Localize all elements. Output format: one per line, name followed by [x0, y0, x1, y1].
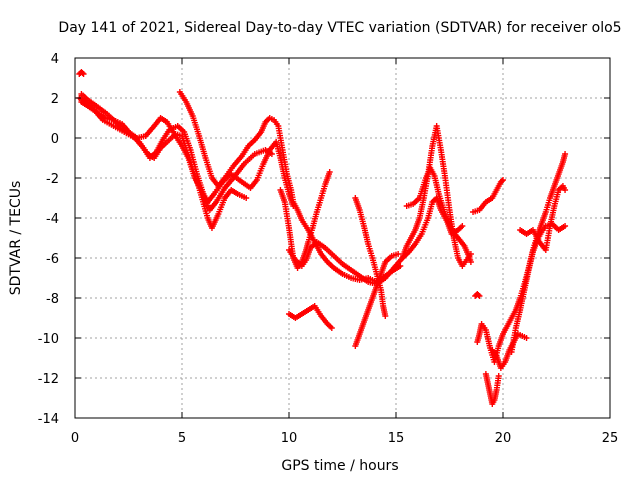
data-point: [562, 151, 569, 157]
series-track-13: [470, 177, 506, 215]
y-tick-label: 2: [51, 92, 59, 107]
data-point: [475, 292, 482, 298]
data-point: [562, 187, 569, 193]
y-tick-label: -6: [46, 252, 59, 267]
x-tick-label: 10: [281, 431, 298, 446]
data-point: [326, 169, 333, 175]
y-tick-label: 4: [51, 52, 59, 67]
series-track-04: [78, 99, 250, 231]
data-point: [328, 325, 335, 331]
y-tick-label: -2: [46, 172, 59, 187]
data-point: [459, 223, 466, 229]
data-points: [76, 69, 569, 407]
data-point: [80, 71, 87, 77]
y-axis-label: SDTVAR / TECUs: [8, 181, 24, 296]
chart-title: Day 141 of 2021, Sidereal Day-to-day VTE…: [58, 20, 621, 36]
data-point: [79, 70, 86, 76]
y-tick-label: -14: [38, 412, 59, 427]
data-point: [476, 293, 483, 299]
x-tick-label: 0: [71, 431, 79, 446]
plot-frame: [74, 57, 611, 419]
series-track-12: [403, 165, 474, 265]
x-tick-label: 5: [178, 431, 186, 446]
series-track-01: [76, 69, 87, 77]
data-point: [523, 335, 530, 341]
data-point: [498, 178, 505, 184]
series-track-16: [482, 371, 502, 407]
series-track-19: [517, 183, 569, 253]
x-tick-label: 25: [602, 431, 619, 446]
y-tick-label: -8: [46, 292, 59, 307]
x-tick-label: 15: [388, 431, 405, 446]
series-track-09: [352, 195, 389, 319]
x-axis-label: GPS time / hours: [281, 458, 398, 474]
axis-tick-labels: 0 5 10 15 20 25 -14 -12 -10 -8 -6 -4 -2 0 2 4: [38, 52, 619, 446]
series-track-08: [286, 303, 335, 331]
data-point: [382, 313, 389, 319]
y-tick-label: -12: [38, 372, 59, 387]
data-point: [495, 373, 502, 379]
y-tick-label: -10: [38, 332, 59, 347]
data-point: [243, 195, 250, 201]
axis-ticks: [74, 57, 611, 419]
data-point: [395, 251, 402, 257]
series-track-14: [472, 291, 483, 299]
data-point: [467, 259, 474, 265]
y-tick-label: 0: [51, 132, 59, 147]
x-tick-label: 20: [495, 431, 512, 446]
data-point: [562, 223, 569, 229]
series-track-10: [352, 251, 402, 349]
data-point: [500, 177, 506, 183]
y-tick-label: -4: [46, 212, 59, 227]
